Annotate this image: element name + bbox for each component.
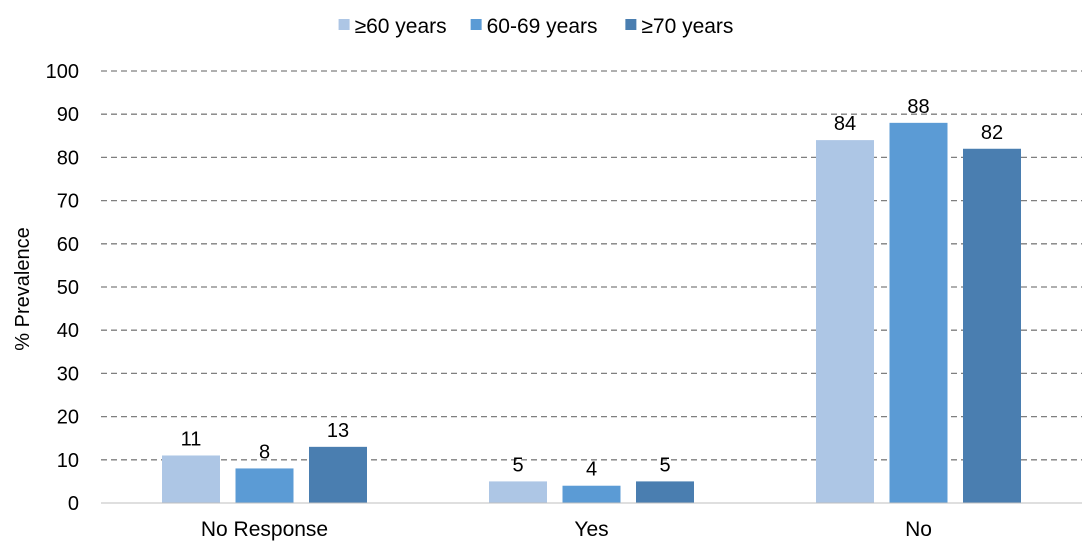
x-tick-label: No	[905, 518, 932, 541]
legend-swatch	[470, 19, 482, 30]
gridlines	[101, 70, 1082, 461]
bar	[636, 481, 694, 503]
bar	[162, 455, 220, 503]
legend-label: 60-69 years	[487, 15, 598, 38]
data-label: 13	[327, 420, 349, 442]
y-axis-ticks: 0 10 20 30 40 50 60 70 80 90 100	[46, 61, 79, 515]
bar	[309, 446, 367, 503]
legend-label: ≥60 years	[355, 15, 447, 38]
x-tick-label: No Response	[201, 518, 328, 541]
x-axis-labels: No Response Yes No	[201, 518, 932, 541]
bar	[562, 485, 621, 503]
bar	[963, 148, 1021, 503]
y-tick-label: 100	[46, 61, 79, 83]
data-label: 4	[586, 459, 597, 481]
bar	[816, 140, 874, 503]
y-tick-label: 20	[57, 407, 79, 429]
y-tick-label: 90	[57, 104, 79, 126]
y-tick-label: 60	[57, 234, 79, 256]
bar	[889, 122, 948, 503]
data-label: 5	[659, 454, 670, 476]
data-label: 8	[259, 441, 270, 463]
data-label: 11	[181, 428, 202, 450]
x-tick-label: Yes	[574, 518, 608, 541]
y-tick-label: 80	[57, 147, 79, 169]
bar	[235, 468, 294, 503]
legend: ≥60 years 60-69 years ≥70 years	[338, 15, 733, 38]
bars	[162, 122, 1021, 503]
data-label: 5	[512, 454, 523, 476]
y-tick-label: 50	[57, 277, 79, 299]
data-label: 82	[981, 122, 1003, 144]
y-tick-label: 10	[57, 450, 79, 472]
bar	[489, 481, 547, 503]
y-tick-label: 40	[57, 320, 79, 342]
legend-swatch	[338, 19, 350, 30]
data-label: 84	[834, 113, 856, 135]
value-labels: 11 8 13 5 4 5 84 88 82	[181, 96, 1004, 481]
legend-label: ≥70 years	[641, 15, 733, 38]
y-axis-title: % Prevalence	[12, 227, 34, 350]
y-tick-label: 0	[68, 493, 79, 515]
y-tick-label: 30	[57, 363, 79, 385]
y-tick-label: 70	[57, 191, 79, 213]
legend-swatch	[625, 19, 637, 30]
data-label: 88	[907, 96, 929, 118]
